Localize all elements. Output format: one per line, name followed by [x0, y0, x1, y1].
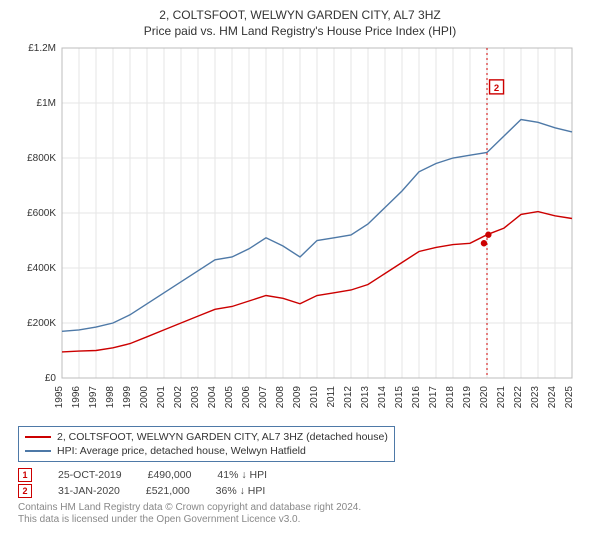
svg-text:2012: 2012 [343, 385, 354, 408]
svg-text:2020: 2020 [479, 385, 490, 408]
marker-date-2: 31-JAN-2020 [58, 485, 120, 497]
svg-text:1999: 1999 [122, 385, 133, 408]
svg-text:2009: 2009 [292, 385, 303, 408]
legend-swatch-price-paid [25, 436, 51, 438]
marker-pct-2: 36% ↓ HPI [216, 485, 266, 497]
footer-line-2: This data is licensed under the Open Gov… [18, 514, 582, 527]
chart-area: £0 £200K £400K £600K £800K £1M £1.2M 1995 1996 19… [18, 44, 582, 424]
svg-text:2014: 2014 [377, 385, 388, 408]
svg-text:2000: 2000 [139, 385, 150, 408]
svg-text:£800K: £800K [27, 153, 56, 164]
legend-box: 2, COLTSFOOT, WELWYN GARDEN CITY, AL7 3H… [18, 426, 395, 462]
svg-text:1995: 1995 [54, 385, 65, 408]
svg-text:2019: 2019 [462, 385, 473, 408]
svg-text:2003: 2003 [190, 385, 201, 408]
svg-text:2011: 2011 [326, 385, 337, 407]
svg-text:2010: 2010 [309, 385, 320, 408]
svg-text:2024: 2024 [547, 385, 558, 408]
marker-row-1: 1 25-OCT-2019 £490,000 41% ↓ HPI [18, 468, 582, 482]
svg-text:2021: 2021 [496, 385, 507, 408]
svg-text:£200K: £200K [27, 318, 56, 329]
legend-label-hpi: HPI: Average price, detached house, Welw… [57, 444, 306, 458]
svg-text:2016: 2016 [411, 385, 422, 408]
footer-line-1: Contains HM Land Registry data © Crown c… [18, 502, 582, 515]
svg-text:1996: 1996 [71, 385, 82, 408]
svg-text:2: 2 [494, 82, 499, 93]
marker-row-2: 2 31-JAN-2020 £521,000 36% ↓ HPI [18, 484, 582, 498]
svg-text:2002: 2002 [173, 385, 184, 408]
svg-text:2006: 2006 [241, 385, 252, 408]
svg-text:£0: £0 [45, 373, 57, 384]
svg-text:1997: 1997 [88, 385, 99, 408]
marker-date-1: 25-OCT-2019 [58, 469, 122, 481]
line-chart-svg: £0 £200K £400K £600K £800K £1M £1.2M 1995 1996 19… [18, 44, 582, 424]
chart-title-line1: 2, COLTSFOOT, WELWYN GARDEN CITY, AL7 3H… [18, 8, 582, 24]
svg-text:£600K: £600K [27, 208, 56, 219]
svg-text:2007: 2007 [258, 385, 269, 408]
marker-price-2: £521,000 [146, 485, 190, 497]
legend-row-hpi: HPI: Average price, detached house, Welw… [25, 444, 388, 458]
svg-text:1998: 1998 [105, 385, 116, 408]
svg-text:2005: 2005 [224, 385, 235, 408]
svg-text:2025: 2025 [564, 385, 575, 408]
marker-pct-1: 41% ↓ HPI [217, 469, 267, 481]
svg-text:2015: 2015 [394, 385, 405, 408]
svg-text:2023: 2023 [530, 385, 541, 408]
legend-swatch-hpi [25, 450, 51, 452]
marker-table: 1 25-OCT-2019 £490,000 41% ↓ HPI 2 31-JA… [18, 468, 582, 498]
svg-text:2008: 2008 [275, 385, 286, 408]
svg-text:£1.2M: £1.2M [28, 44, 56, 54]
svg-text:2013: 2013 [360, 385, 371, 408]
svg-text:2004: 2004 [207, 385, 218, 408]
footer-text: Contains HM Land Registry data © Crown c… [18, 502, 582, 527]
svg-text:2017: 2017 [428, 385, 439, 408]
svg-text:£400K: £400K [27, 263, 56, 274]
legend-row-price-paid: 2, COLTSFOOT, WELWYN GARDEN CITY, AL7 3H… [25, 430, 388, 444]
svg-text:2018: 2018 [445, 385, 456, 408]
marker-badge-2: 2 [18, 484, 32, 498]
marker-price-1: £490,000 [148, 469, 192, 481]
chart-title-line2: Price paid vs. HM Land Registry's House … [18, 24, 582, 38]
marker-badge-1: 1 [18, 468, 32, 482]
legend-label-price-paid: 2, COLTSFOOT, WELWYN GARDEN CITY, AL7 3H… [57, 430, 388, 444]
svg-text:2022: 2022 [513, 385, 524, 408]
svg-text:£1M: £1M [37, 98, 56, 109]
svg-text:2001: 2001 [156, 385, 167, 408]
